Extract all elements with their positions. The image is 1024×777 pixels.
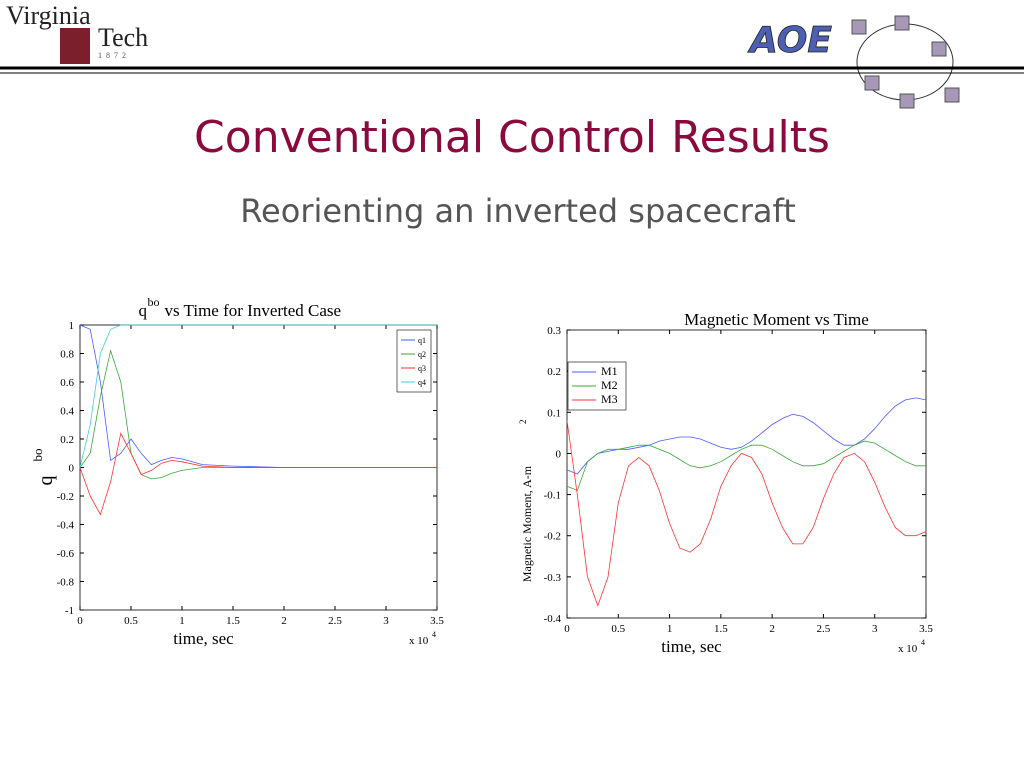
- chart-title-symbol: q: [139, 301, 148, 320]
- x-tick-label: 3: [872, 623, 878, 635]
- x-tick-label: 0: [564, 623, 570, 635]
- y-tick-label: 0.2: [547, 366, 561, 378]
- y-tick-label: -1: [65, 605, 74, 617]
- chart: -1 -0.8 -0.6 -0.4 -0.2 0 0.2 0.4 0.6 0.8 1 0 0.5 1 1.5…: [30, 295, 444, 648]
- x-tick-label: 1: [179, 615, 185, 627]
- x-multiplier-exponent: 4: [921, 638, 925, 647]
- x-axis-label: time, sec: [173, 629, 234, 648]
- logo-text: Tech: [98, 23, 148, 52]
- y-tick-label: 0.3: [547, 325, 561, 337]
- y-tick-label: -0.1: [544, 490, 561, 502]
- y-axis-label-superscript: 2: [518, 420, 528, 425]
- slide-title: Conventional Control Results: [194, 112, 830, 163]
- series-line: [566, 440, 926, 492]
- y-tick-label: 0.4: [60, 406, 74, 418]
- logo-year: 1872: [98, 51, 130, 60]
- series-line: [566, 397, 927, 475]
- logo-text: Virginia: [6, 1, 91, 30]
- x-tick-label: 3: [383, 615, 389, 627]
- x-tick-label: 2.5: [817, 623, 831, 635]
- y-axis-label-superscript: bo: [30, 449, 45, 462]
- y-tick-label: -0.2: [544, 531, 561, 543]
- y-tick-label: 0.8: [60, 349, 74, 361]
- legend-box: [567, 361, 627, 411]
- chart-title: Magnetic Moment vs Time: [684, 310, 869, 329]
- y-tick-label: 1: [69, 320, 75, 332]
- x-axis-label: time, sec: [661, 637, 722, 656]
- y-tick-label: 0.2: [60, 434, 74, 446]
- y-axis-label: q: [35, 476, 57, 486]
- x-tick-label: 2.5: [328, 615, 342, 627]
- x-tick-label: 3.5: [430, 615, 444, 627]
- legend-label: M2: [601, 378, 618, 392]
- y-tick-label: -0.6: [57, 548, 75, 560]
- satellite-ring: [851, 15, 960, 109]
- x-tick-label: 1: [667, 623, 673, 635]
- x-multiplier: x 10: [898, 643, 918, 655]
- y-tick-label: -0.3: [544, 572, 562, 584]
- slide-subtitle: Reorienting an inverted spacecraft: [240, 192, 796, 230]
- y-tick-label: -0.4: [544, 613, 562, 625]
- y-tick-label: 0: [69, 463, 75, 475]
- x-tick-label: 1.5: [714, 623, 728, 635]
- plot-frame: [566, 329, 927, 619]
- series-line: [79, 324, 437, 468]
- x-tick-label: 2: [769, 623, 775, 635]
- legend-label: q3: [418, 364, 426, 373]
- x-multiplier: x 10: [409, 635, 429, 647]
- chart-title-superscript: bo: [148, 295, 160, 309]
- x-tick-label: 0.5: [611, 623, 625, 635]
- y-axis-label: Magnetic Moment, A-m: [520, 465, 534, 582]
- chart: -0.4 -0.3 -0.2 -0.1 0 0.1 0.2 0.3 0 0.5 1 1.5 2 2.5 3 3…: [518, 310, 933, 656]
- charts: -1 -0.8 -0.6 -0.4 -0.2 0 0.2 0.4 0.6 0.8 1 0 0.5 1 1.5…: [30, 295, 933, 656]
- y-tick-label: -0.2: [57, 491, 74, 503]
- x-tick-label: 3.5: [919, 623, 933, 635]
- y-tick-label: 0.6: [60, 377, 74, 389]
- y-tick-label: 0.1: [547, 407, 561, 419]
- series-line: [79, 432, 437, 516]
- legend-label: M3: [601, 392, 618, 406]
- aoe-logo: AOE: [747, 20, 832, 61]
- x-tick-label: 0: [77, 615, 83, 627]
- series-line: [566, 420, 927, 607]
- legend-label: q2: [418, 350, 426, 359]
- legend-label: M1: [601, 364, 618, 378]
- legend-label: q4: [418, 378, 426, 387]
- x-tick-label: 1.5: [226, 615, 240, 627]
- y-tick-label: 0: [556, 448, 562, 460]
- y-tick-label: -0.8: [57, 577, 75, 589]
- logo-shield: [60, 28, 90, 64]
- y-tick-label: -0.4: [57, 520, 75, 532]
- chart-title: vs Time for Inverted Case: [165, 301, 342, 320]
- x-multiplier-exponent: 4: [432, 630, 436, 639]
- x-tick-label: 0.5: [124, 615, 138, 627]
- x-tick-label: 2: [281, 615, 287, 627]
- legend-label: q1: [418, 336, 426, 345]
